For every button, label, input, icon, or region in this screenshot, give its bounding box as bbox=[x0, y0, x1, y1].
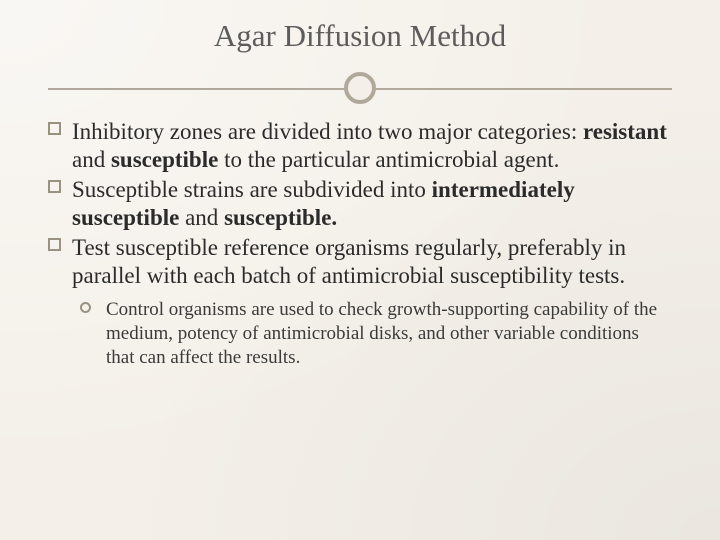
title-divider bbox=[48, 72, 672, 106]
bullet-text-pre: Susceptible strains are subdivided into bbox=[72, 177, 432, 202]
bullet-text-bold: susceptible bbox=[111, 147, 218, 172]
slide-title: Agar Diffusion Method bbox=[48, 18, 672, 54]
square-bullet-icon bbox=[48, 122, 61, 135]
bullet-text-bold: susceptible. bbox=[224, 205, 337, 230]
divider-circle-icon bbox=[344, 72, 376, 104]
bullet-text-mid: and bbox=[72, 147, 111, 172]
bullet-text-mid: and bbox=[179, 205, 224, 230]
bullet-item: Inhibitory zones are divided into two ma… bbox=[48, 118, 672, 174]
bullet-text-pre: Test susceptible reference organisms reg… bbox=[72, 235, 626, 288]
square-bullet-icon bbox=[48, 180, 61, 193]
bullet-item: Susceptible strains are subdivided into … bbox=[48, 176, 672, 232]
bullet-text-bold: resistant bbox=[583, 119, 667, 144]
bullet-item: Test susceptible reference organisms reg… bbox=[48, 234, 672, 290]
sub-bullet-text: Control organisms are used to check grow… bbox=[106, 299, 657, 368]
square-bullet-icon bbox=[48, 238, 61, 251]
sub-bullet-item: Control organisms are used to check grow… bbox=[48, 298, 672, 369]
content-area: Inhibitory zones are divided into two ma… bbox=[48, 118, 672, 370]
slide: Agar Diffusion Method Inhibitory zones a… bbox=[0, 0, 720, 540]
bullet-text-post: to the particular antimicrobial agent. bbox=[218, 147, 559, 172]
bullet-text-pre: Inhibitory zones are divided into two ma… bbox=[72, 119, 583, 144]
circle-bullet-icon bbox=[80, 302, 91, 313]
